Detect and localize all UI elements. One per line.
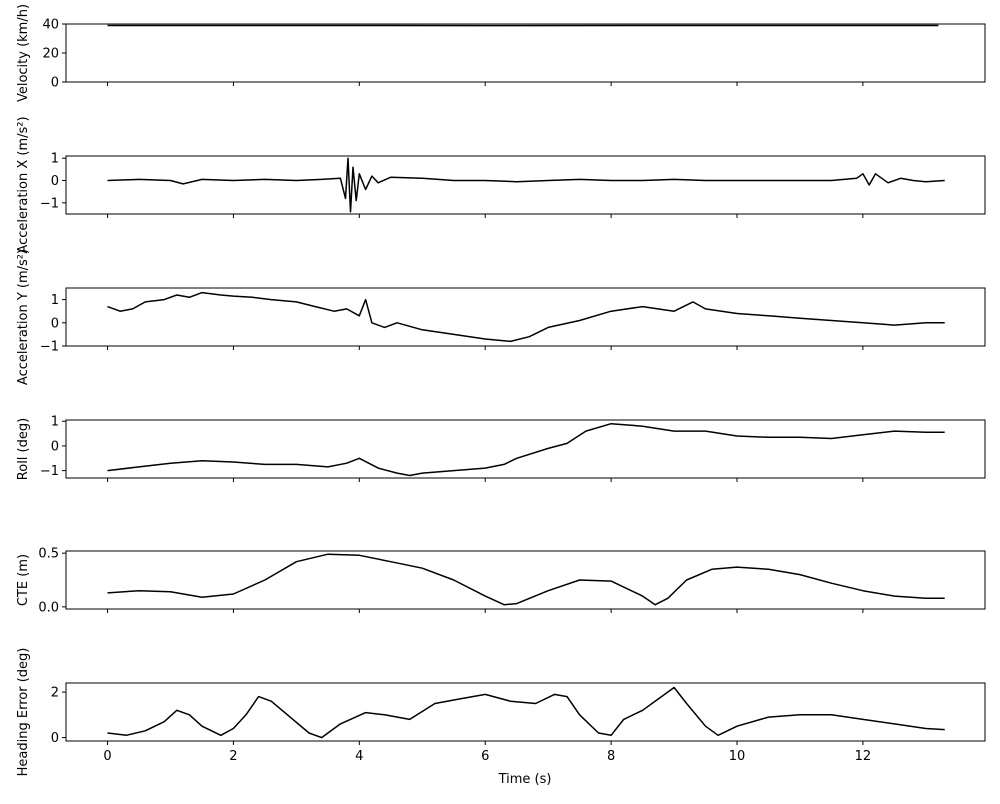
series-line-3-0 (108, 424, 945, 476)
y-tick-label-2-0: −1 (40, 340, 59, 355)
plot-frame-3 (66, 420, 985, 478)
y-tick-label-0-2: 40 (42, 18, 59, 33)
x-tick-label-1: 2 (229, 749, 237, 764)
plot-frame-1 (66, 156, 985, 214)
y-axis-label-2: Acceleration Y (m/s²) (16, 249, 31, 385)
y-axis-label-5: Heading Error (deg) (16, 648, 31, 777)
y-tick-label-0-0: 0 (51, 76, 59, 91)
y-tick-label-1-0: −1 (40, 196, 59, 211)
series-line-4-0 (108, 554, 945, 605)
x-tick-label-3: 6 (481, 749, 489, 764)
x-tick-label-0: 0 (103, 749, 111, 764)
series-line-1-0 (108, 158, 945, 212)
x-tick-label-2: 4 (355, 749, 363, 764)
subplot-0: 0 20 40 Velocity (km/h) (16, 4, 985, 102)
y-tick-label-3-1: 0 (51, 439, 59, 454)
y-tick-label-5-0: 0 (51, 731, 59, 746)
subplot-2: −1 0 1 Acceleration Y (m/s²) (16, 249, 985, 385)
y-tick-label-0-1: 20 (42, 47, 59, 62)
y-tick-label-2-2: 1 (51, 293, 59, 308)
y-tick-label-4-1: 0.5 (38, 547, 59, 562)
x-axis-label: Time (s) (498, 772, 552, 787)
plot-frame-0 (66, 24, 985, 82)
y-axis-label-0: Velocity (km/h) (16, 4, 31, 102)
subplot-4: 0.0 0.5 CTE (m) (16, 547, 985, 616)
series-line-2-0 (108, 293, 945, 342)
x-tick-label-4: 8 (607, 749, 615, 764)
x-tick-label-6: 12 (855, 749, 872, 764)
y-tick-label-2-1: 0 (51, 316, 59, 331)
y-axis-label-4: CTE (m) (16, 554, 31, 606)
y-axis-label-3: Roll (deg) (16, 418, 31, 480)
y-tick-label-4-0: 0.0 (38, 600, 59, 615)
y-axis-label-1: Acceleration X (m/s²) (16, 116, 31, 253)
series-line-5-0 (108, 688, 945, 738)
y-tick-label-3-0: −1 (40, 464, 59, 479)
y-tick-label-3-2: 1 (51, 415, 59, 430)
x-tick-label-5: 10 (729, 749, 746, 764)
y-tick-label-1-2: 1 (51, 152, 59, 167)
y-tick-label-1-1: 0 (51, 174, 59, 189)
y-tick-label-5-1: 2 (51, 686, 59, 701)
subplot-3: −1 0 1 Roll (deg) (16, 415, 985, 482)
subplot-1: −1 0 1 Acceleration X (m/s²) (16, 116, 985, 253)
subplot-5: 0 2 0 2 4 6 8 10 12 Heading Error (deg) (16, 648, 985, 777)
plot-frame-5 (66, 683, 985, 741)
